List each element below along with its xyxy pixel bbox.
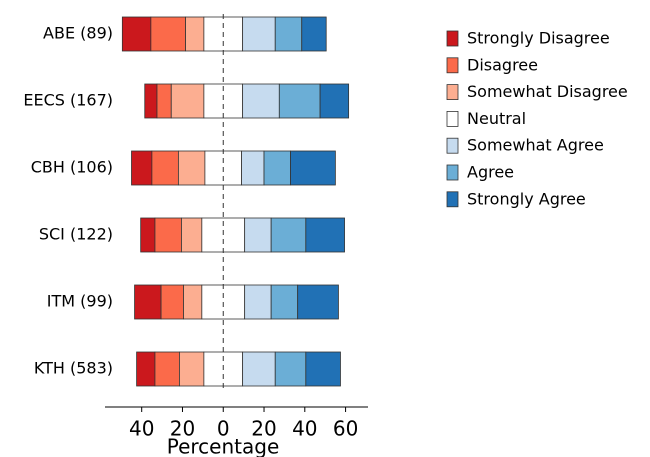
bar-segment (278, 83, 321, 119)
legend-swatch (446, 137, 459, 154)
bar-segment (151, 150, 179, 186)
x-tick-label: 40 (292, 417, 317, 441)
bar-segment (274, 351, 307, 387)
x-tick-label: 40 (129, 417, 154, 441)
bar-segment (121, 16, 152, 52)
bar-segment (185, 16, 205, 52)
bar-segment (154, 217, 182, 253)
bar-segment (305, 217, 345, 253)
bar-segment (270, 217, 307, 253)
bar-segment (177, 150, 206, 186)
legend-swatch (446, 57, 459, 74)
bar-segment (144, 83, 158, 119)
bar-segment (181, 217, 203, 253)
legend-label: Strongly Disagree (467, 29, 610, 48)
x-tick-label: 20 (251, 417, 276, 441)
category-label: ITM (99) (47, 292, 113, 311)
bar-segment (156, 83, 172, 119)
category-label: SCI (122) (39, 225, 113, 244)
bar-segment (244, 217, 272, 253)
bar-segment (263, 150, 291, 186)
bar-segment (170, 83, 205, 119)
category-label: EECS (167) (23, 91, 113, 110)
bar-segment (241, 150, 265, 186)
legend-swatch (446, 164, 459, 181)
legend-label: Disagree (467, 55, 538, 74)
bar-segment (242, 351, 276, 387)
bar-segment (270, 284, 299, 320)
bar-segment (134, 284, 162, 320)
x-tick-label: 0 (217, 417, 230, 441)
legend-swatch (446, 111, 459, 127)
bar-segment (179, 351, 205, 387)
x-axis-label: Percentage (167, 435, 280, 457)
bar-segment (183, 284, 203, 320)
legend-label: Strongly Agree (467, 189, 586, 208)
bar-segment (136, 351, 156, 387)
bar-segment (297, 284, 339, 320)
legend-label: Neutral (467, 109, 526, 128)
x-tick-label: 60 (333, 417, 358, 441)
category-label: KTH (583) (34, 359, 113, 378)
bar-segment (305, 351, 341, 387)
bar-segment (131, 150, 153, 186)
bar-segment (154, 351, 180, 387)
legend-swatch (446, 84, 459, 100)
bar-segment (242, 16, 276, 52)
x-tick-label: 20 (170, 417, 195, 441)
bar-segment (242, 83, 280, 119)
bar-segment (150, 16, 186, 52)
legend-label: Somewhat Disagree (467, 82, 628, 101)
bar-segment (274, 16, 303, 52)
bar-segment (160, 284, 184, 320)
legend-swatch (446, 30, 459, 47)
category-label: CBH (106) (31, 158, 113, 177)
bar-segment (244, 284, 272, 320)
bar-segment (290, 150, 336, 186)
bar-segment (319, 83, 350, 119)
category-label: ABE (89) (43, 24, 113, 43)
legend-swatch (446, 191, 459, 208)
legend-label: Somewhat Agree (467, 136, 604, 155)
legend-label: Agree (467, 163, 514, 182)
bar-segment (140, 217, 156, 253)
bar-segment (301, 16, 327, 52)
